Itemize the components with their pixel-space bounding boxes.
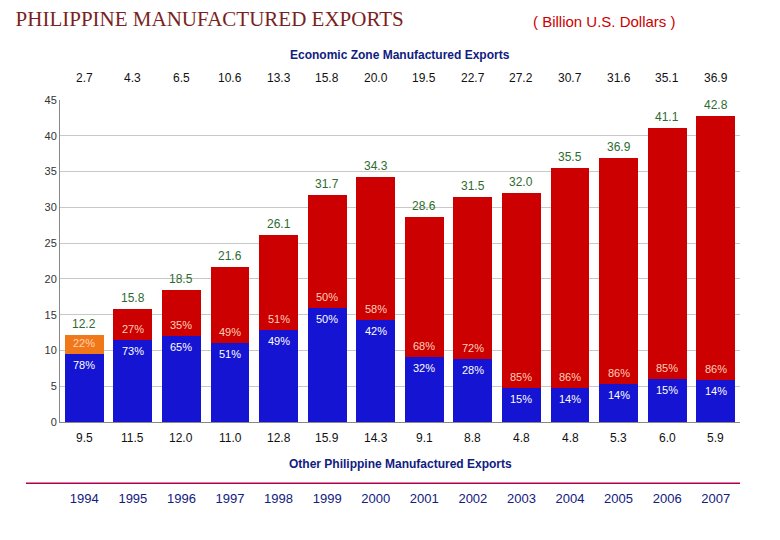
svg-text:1999: 1999 bbox=[313, 491, 342, 506]
svg-text:20.0: 20.0 bbox=[364, 71, 388, 85]
svg-text:58%: 58% bbox=[365, 303, 387, 315]
svg-text:10: 10 bbox=[45, 344, 57, 356]
svg-text:Other Philippine Manufactured: Other Philippine Manufactured Exports bbox=[289, 457, 512, 471]
svg-text:PHILIPPINE MANUFACTURED EXPORT: PHILIPPINE MANUFACTURED EXPORTS bbox=[16, 7, 404, 31]
svg-text:50%: 50% bbox=[316, 291, 338, 303]
svg-text:41.1: 41.1 bbox=[655, 110, 679, 124]
svg-text:5.9: 5.9 bbox=[707, 431, 724, 445]
svg-text:51%: 51% bbox=[219, 348, 241, 360]
svg-text:22%: 22% bbox=[73, 337, 95, 349]
svg-text:68%: 68% bbox=[413, 340, 435, 352]
svg-text:15%: 15% bbox=[510, 393, 532, 405]
svg-text:22.7: 22.7 bbox=[461, 71, 485, 85]
svg-text:6.0: 6.0 bbox=[659, 431, 676, 445]
svg-text:15.8: 15.8 bbox=[121, 291, 145, 305]
svg-text:34.3: 34.3 bbox=[364, 159, 388, 173]
svg-text:40: 40 bbox=[45, 130, 57, 142]
svg-text:28.6: 28.6 bbox=[412, 199, 436, 213]
svg-text:49%: 49% bbox=[219, 326, 241, 338]
svg-text:5.3: 5.3 bbox=[610, 431, 627, 445]
svg-text:0: 0 bbox=[51, 416, 57, 428]
svg-text:30.7: 30.7 bbox=[558, 71, 582, 85]
svg-text:2001: 2001 bbox=[410, 491, 439, 506]
svg-text:1994: 1994 bbox=[70, 491, 99, 506]
svg-text:73%: 73% bbox=[122, 345, 144, 357]
svg-text:25: 25 bbox=[45, 237, 57, 249]
svg-text:2007: 2007 bbox=[701, 491, 730, 506]
svg-text:27%: 27% bbox=[122, 323, 144, 335]
svg-text:51%: 51% bbox=[268, 313, 290, 325]
svg-text:35: 35 bbox=[45, 165, 57, 177]
svg-text:86%: 86% bbox=[705, 363, 727, 375]
svg-text:15.9: 15.9 bbox=[315, 431, 339, 445]
svg-text:31.5: 31.5 bbox=[461, 179, 485, 193]
svg-text:11.0: 11.0 bbox=[219, 431, 242, 445]
svg-text:2006: 2006 bbox=[653, 491, 682, 506]
svg-text:15.8: 15.8 bbox=[315, 71, 339, 85]
svg-text:2004: 2004 bbox=[556, 491, 585, 506]
svg-text:35.1: 35.1 bbox=[655, 71, 679, 85]
svg-text:4.8: 4.8 bbox=[513, 431, 530, 445]
svg-text:42.8: 42.8 bbox=[704, 98, 728, 112]
svg-text:2003: 2003 bbox=[507, 491, 536, 506]
svg-text:18.5: 18.5 bbox=[169, 272, 193, 286]
svg-text:85%: 85% bbox=[656, 362, 678, 374]
svg-text:2.7: 2.7 bbox=[76, 71, 93, 85]
svg-text:9.1: 9.1 bbox=[416, 431, 433, 445]
svg-text:35%: 35% bbox=[170, 319, 192, 331]
svg-text:32.0: 32.0 bbox=[509, 175, 533, 189]
svg-text:15: 15 bbox=[45, 309, 57, 321]
svg-text:1996: 1996 bbox=[167, 491, 196, 506]
svg-text:1995: 1995 bbox=[118, 491, 147, 506]
svg-text:12.0: 12.0 bbox=[169, 431, 193, 445]
svg-text:27.2: 27.2 bbox=[509, 71, 533, 85]
svg-text:6.5: 6.5 bbox=[173, 71, 190, 85]
svg-text:8.8: 8.8 bbox=[464, 431, 481, 445]
svg-text:1997: 1997 bbox=[216, 491, 245, 506]
svg-text:1998: 1998 bbox=[264, 491, 293, 506]
svg-text:4.3: 4.3 bbox=[124, 71, 141, 85]
svg-text:5: 5 bbox=[51, 380, 57, 392]
svg-text:36.9: 36.9 bbox=[704, 71, 728, 85]
svg-text:13.3: 13.3 bbox=[267, 71, 291, 85]
svg-text:86%: 86% bbox=[608, 367, 630, 379]
svg-text:31.6: 31.6 bbox=[607, 71, 631, 85]
svg-text:32%: 32% bbox=[413, 362, 435, 374]
svg-text:85%: 85% bbox=[510, 371, 532, 383]
svg-text:2005: 2005 bbox=[604, 491, 633, 506]
svg-text:45: 45 bbox=[45, 94, 57, 106]
svg-text:15%: 15% bbox=[656, 384, 678, 396]
svg-text:Economic Zone Manufactured Exp: Economic Zone Manufactured Exports bbox=[290, 48, 510, 62]
svg-text:2000: 2000 bbox=[361, 491, 390, 506]
svg-text:11.5: 11.5 bbox=[121, 431, 144, 445]
svg-text:49%: 49% bbox=[268, 335, 290, 347]
svg-text:14%: 14% bbox=[559, 393, 581, 405]
svg-text:31.7: 31.7 bbox=[315, 177, 339, 191]
svg-text:86%: 86% bbox=[559, 371, 581, 383]
svg-text:4.8: 4.8 bbox=[562, 431, 579, 445]
svg-text:19.5: 19.5 bbox=[412, 71, 436, 85]
svg-text:2002: 2002 bbox=[458, 491, 487, 506]
svg-text:72%: 72% bbox=[462, 342, 484, 354]
svg-text:26.1: 26.1 bbox=[267, 217, 291, 231]
svg-text:12.2: 12.2 bbox=[72, 317, 96, 331]
svg-text:10.6: 10.6 bbox=[218, 71, 242, 85]
svg-text:65%: 65% bbox=[170, 341, 192, 353]
svg-text:28%: 28% bbox=[462, 364, 484, 376]
svg-text:14%: 14% bbox=[705, 385, 727, 397]
svg-text:36.9: 36.9 bbox=[607, 140, 631, 154]
svg-text:30: 30 bbox=[45, 201, 57, 213]
svg-text:12.8: 12.8 bbox=[267, 431, 291, 445]
svg-text:20: 20 bbox=[45, 273, 57, 285]
svg-text:42%: 42% bbox=[365, 325, 387, 337]
svg-text:14.3: 14.3 bbox=[364, 431, 388, 445]
svg-text:78%: 78% bbox=[73, 359, 95, 371]
svg-text:9.5: 9.5 bbox=[76, 431, 93, 445]
svg-text:50%: 50% bbox=[316, 313, 338, 325]
svg-text:35.5: 35.5 bbox=[558, 150, 582, 164]
svg-text:( Billion U.S. Dollars ): ( Billion U.S. Dollars ) bbox=[533, 13, 676, 30]
svg-text:21.6: 21.6 bbox=[218, 249, 242, 263]
svg-text:14%: 14% bbox=[608, 389, 630, 401]
